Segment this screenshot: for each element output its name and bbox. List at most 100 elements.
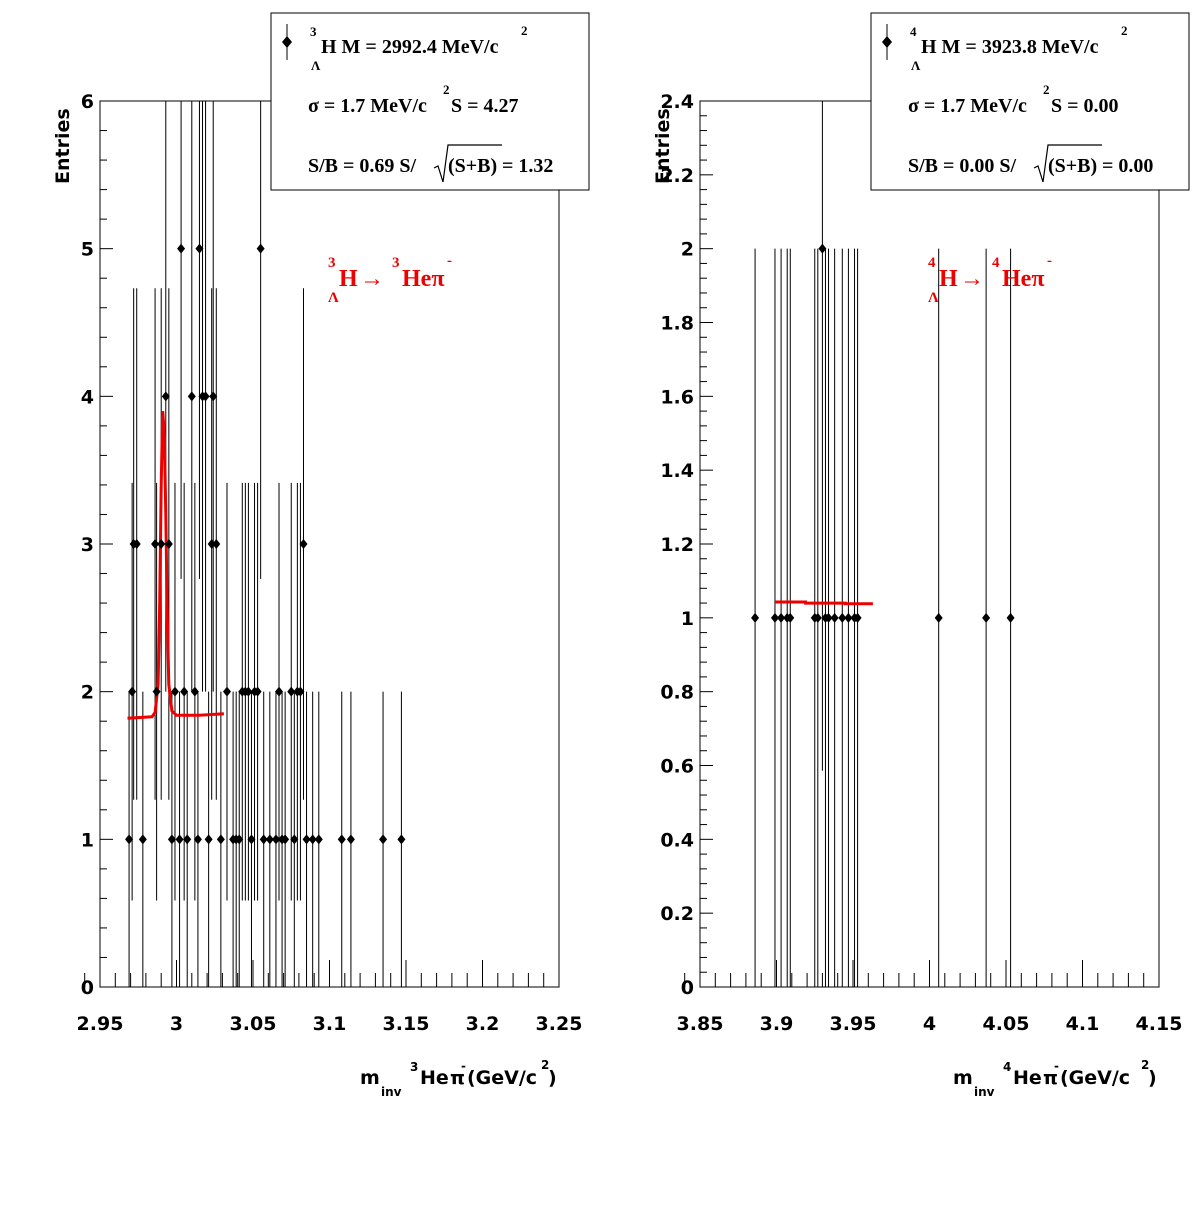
data-point <box>838 612 847 623</box>
y-tick-label: 3 <box>81 534 94 556</box>
data-point <box>1006 612 1015 623</box>
legend-marker-diamond <box>882 36 892 48</box>
svg-text:-: - <box>1054 1059 1059 1073</box>
svg-text:2: 2 <box>521 23 528 38</box>
data-point <box>830 612 839 623</box>
data-point <box>308 834 317 845</box>
svg-text:4: 4 <box>1003 1060 1011 1074</box>
left-plot-panel: 0 1 2 3 4 5 6 2.95 3 3.05 3.1 3.15 3.2 3.25 Entries m… <box>52 12 590 1099</box>
y-tick-label: 0.8 <box>660 682 694 704</box>
svg-text:(S+B): (S+B) <box>448 155 497 177</box>
data-point <box>247 834 256 845</box>
data-point <box>265 834 274 845</box>
data-point <box>751 612 760 623</box>
svg-text:Heπ: Heπ <box>1002 266 1044 292</box>
data-point <box>190 686 199 697</box>
x-tick-label: 3.95 <box>830 1013 877 1035</box>
y-tick-label: 1.4 <box>660 460 694 482</box>
data-point <box>193 834 202 845</box>
svg-text:π: π <box>1043 1067 1058 1089</box>
x-tick-label: 3.05 <box>230 1013 277 1035</box>
svg-text:→: → <box>360 266 384 292</box>
y-tick-label: 6 <box>81 91 94 113</box>
right-plot-frame <box>699 100 1160 988</box>
svg-text:σ = 1.7 MeV/c: σ = 1.7 MeV/c <box>308 95 427 117</box>
data-point <box>296 686 305 697</box>
y-tick-label: 0.2 <box>660 903 694 925</box>
svg-text:H: H <box>939 266 958 292</box>
data-point <box>253 686 262 697</box>
svg-text:m: m <box>360 1067 380 1089</box>
svg-text:4: 4 <box>992 255 1000 271</box>
svg-text:Heπ: Heπ <box>402 266 444 292</box>
data-point <box>271 834 280 845</box>
sqrt-symbol <box>433 144 502 183</box>
data-point <box>201 391 210 402</box>
data-point <box>302 834 311 845</box>
data-point <box>244 686 253 697</box>
y-tick-label: 1.2 <box>660 534 694 556</box>
data-point <box>379 834 388 845</box>
data-point <box>844 612 853 623</box>
data-point <box>290 834 299 845</box>
data-point <box>281 834 290 845</box>
x-tick-label: 3.85 <box>677 1013 724 1035</box>
y-tick-label: 0.4 <box>660 829 694 851</box>
data-point <box>175 834 184 845</box>
data-point <box>346 834 355 845</box>
data-point <box>982 612 991 623</box>
x-tick-label: 3.1 <box>313 1013 347 1035</box>
data-point <box>824 612 833 623</box>
svg-text:He: He <box>1013 1067 1042 1089</box>
right-reaction-label: 4 Λ H → 4 Heπ - <box>928 253 1052 306</box>
data-point <box>222 686 231 697</box>
data-point <box>770 612 779 623</box>
data-point <box>818 243 827 254</box>
svg-text:→: → <box>960 266 984 292</box>
left-x-axis-label: m inv 3 He π - (GeV/c 2 ) <box>360 1058 557 1099</box>
svg-text:2: 2 <box>1043 82 1050 97</box>
svg-text:m: m <box>953 1067 973 1089</box>
data-point <box>170 686 179 697</box>
x-tick-label: 2.95 <box>77 1013 124 1035</box>
svg-text:-: - <box>461 1059 466 1073</box>
x-tick-label: 4.1 <box>1066 1013 1100 1035</box>
svg-text:π: π <box>450 1067 465 1089</box>
svg-text:2: 2 <box>541 1058 549 1072</box>
fit-curve <box>127 410 224 720</box>
svg-text:Λ: Λ <box>928 290 939 306</box>
svg-text:H: H <box>339 266 358 292</box>
y-tick-label: 2.4 <box>660 91 694 113</box>
data-point <box>337 834 346 845</box>
y-tick-label: 0 <box>81 977 94 999</box>
svg-text:S = 0.00: S = 0.00 <box>1051 95 1119 117</box>
data-point <box>813 612 822 623</box>
right-stats-box: 4 Λ H M = 3923.8 MeV/c 2 σ = 1.7 MeV/c 2… <box>870 12 1190 191</box>
y-tick-label: 1.6 <box>660 386 694 408</box>
data-point <box>180 686 189 697</box>
data-point <box>125 834 134 845</box>
x-tick-label: 3.2 <box>466 1013 500 1035</box>
data-point <box>212 539 221 549</box>
y-tick-label: 1 <box>81 829 94 851</box>
data-point <box>195 243 204 254</box>
svg-text:He: He <box>420 1067 449 1089</box>
data-point <box>235 834 244 845</box>
right-x-axis-label: m inv 4 He π - (GeV/c 2 ) <box>953 1058 1157 1099</box>
right-plot-panel: 0 0.2 0.4 0.6 0.8 1 1.2 1.4 1.6 1.8 2 2.2 2.4 3.85 3.9… <box>652 12 1190 1099</box>
data-point <box>216 834 225 845</box>
right-y-axis-label: Entries <box>652 108 674 184</box>
svg-text:4: 4 <box>910 24 917 39</box>
svg-text:inv: inv <box>974 1085 995 1099</box>
svg-text:3: 3 <box>392 255 400 271</box>
data-point <box>299 539 308 549</box>
data-point <box>287 686 296 697</box>
y-tick-label: 0 <box>681 977 694 999</box>
fit-curve <box>775 600 873 606</box>
data-point <box>151 539 160 549</box>
svg-text:2: 2 <box>1121 23 1128 38</box>
sqrt-symbol <box>1033 144 1102 183</box>
svg-text:2: 2 <box>1141 1058 1149 1072</box>
left-reaction-label: 3 Λ H → 3 Heπ - <box>328 253 452 306</box>
